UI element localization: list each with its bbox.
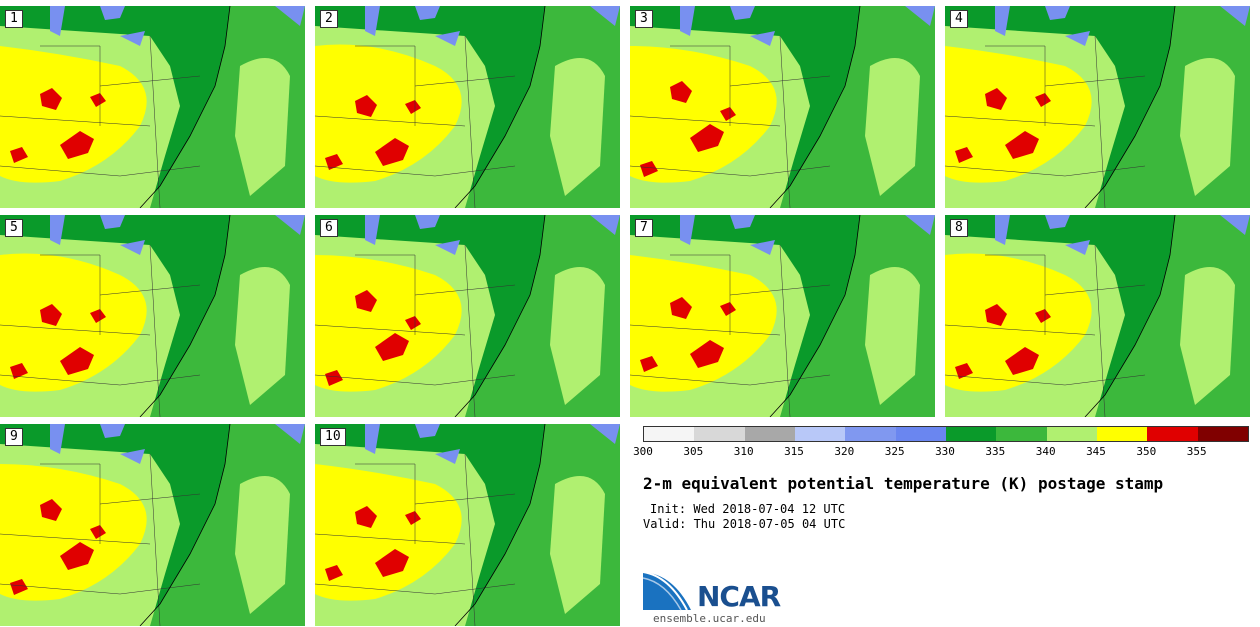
colorbar-swatch	[945, 427, 997, 441]
colorbar-swatch	[1096, 427, 1148, 441]
member-label: 10	[320, 428, 346, 446]
colorbar-tick-label: 325	[884, 445, 905, 458]
logo-text: NCAR	[697, 580, 781, 613]
member-label: 9	[5, 428, 23, 446]
colorbar	[643, 426, 1249, 442]
member-label: 5	[5, 219, 23, 237]
colorbar-swatch	[1197, 427, 1248, 441]
colorbar-tick-label: 320	[834, 445, 855, 458]
colorbar-tick-label: 315	[784, 445, 804, 458]
member-label: 3	[635, 10, 653, 28]
ensemble-map-panel: 10	[315, 424, 620, 626]
member-label: 2	[320, 10, 338, 28]
ensemble-map-panel: 5	[0, 215, 305, 417]
ensemble-map-panel: 9	[0, 424, 305, 626]
colorbar-tick-label: 310	[733, 445, 754, 458]
colorbar-swatch	[644, 427, 695, 441]
ensemble-map-panel: 6	[315, 215, 620, 417]
member-label: 7	[635, 219, 653, 237]
valid-time: Valid: Thu 2018-07-05 04 UTC	[643, 517, 846, 531]
ensemble-map-panel: 8	[945, 215, 1250, 417]
colorbar-swatch	[996, 427, 1047, 441]
colorbar-swatch	[1046, 427, 1097, 441]
colorbar-tick-label: 335	[985, 445, 1006, 458]
colorbar-swatch	[895, 427, 946, 441]
colorbar-swatch	[694, 427, 745, 441]
ncar-logo-icon	[643, 571, 691, 611]
colorbar-tick-label: 330	[935, 445, 955, 458]
member-label: 6	[320, 219, 338, 237]
ensemble-map-panel: 3	[630, 6, 935, 208]
site-url: ensemble.ucar.edu	[653, 612, 766, 625]
member-label: 8	[950, 219, 968, 237]
plot-title: 2-m equivalent potential temperature (K)…	[643, 474, 1164, 493]
colorbar-tick-label: 350	[1136, 445, 1157, 458]
ensemble-map-panel: 1	[0, 6, 305, 208]
ensemble-map-panel: 4	[945, 6, 1250, 208]
colorbar-swatch	[1147, 427, 1198, 441]
colorbar-swatch	[794, 427, 846, 441]
colorbar-swatch	[744, 427, 795, 441]
member-label: 1	[5, 10, 23, 28]
member-label: 4	[950, 10, 968, 28]
colorbar-tick-label: 340	[1035, 445, 1056, 458]
colorbar-swatch	[845, 427, 896, 441]
ensemble-map-panel: 2	[315, 6, 620, 208]
ensemble-map-panel: 7	[630, 215, 935, 417]
colorbar-tick-label: 355	[1186, 445, 1207, 458]
init-time: Init: Wed 2018-07-04 12 UTC	[650, 502, 846, 516]
colorbar-tick-label: 345	[1086, 445, 1106, 458]
colorbar-tick-label: 300	[633, 445, 653, 458]
colorbar-tick-label: 305	[683, 445, 704, 458]
